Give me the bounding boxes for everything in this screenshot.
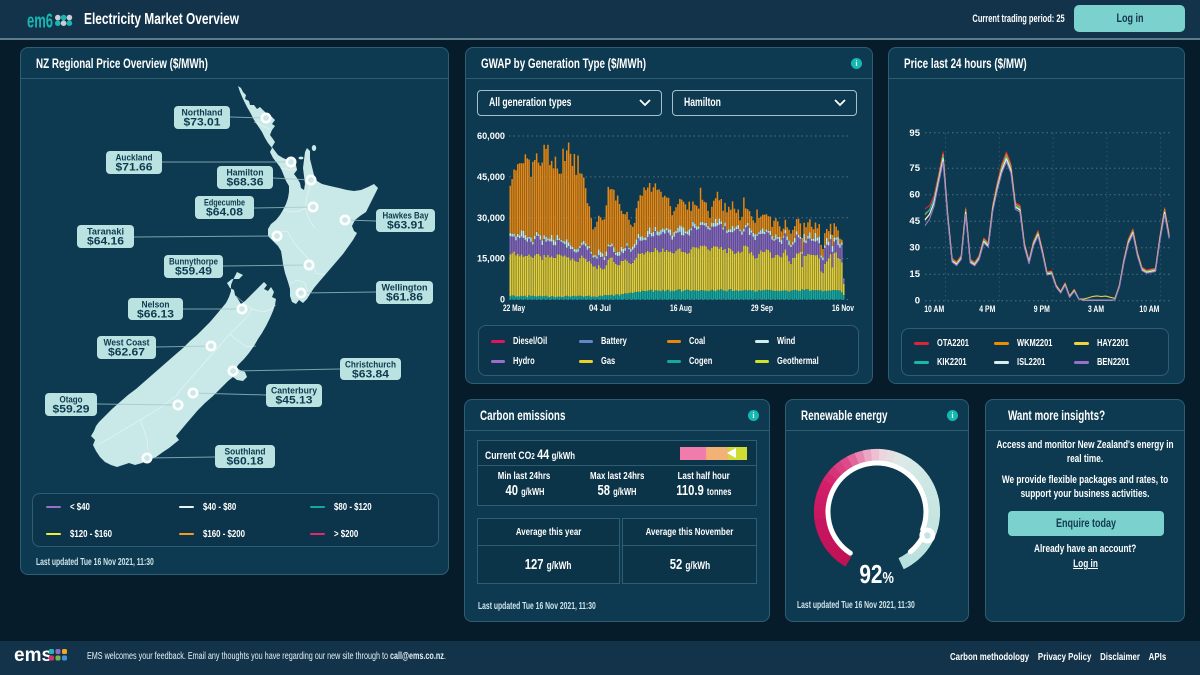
svg-text:$59.29: $59.29 xyxy=(53,404,90,416)
svg-text:9 PM: 9 PM xyxy=(1034,304,1050,315)
svg-text:$62.67: $62.67 xyxy=(108,347,145,359)
svg-text:22 May: 22 May xyxy=(503,303,525,314)
svg-text:29 Sep: 29 Sep xyxy=(751,303,773,314)
svg-text:30,000: 30,000 xyxy=(477,213,505,224)
svg-text:Wellington: Wellington xyxy=(382,283,428,293)
svg-text:Auckland: Auckland xyxy=(116,153,153,163)
svg-text:Taranaki: Taranaki xyxy=(87,227,124,237)
svg-text:$45.13: $45.13 xyxy=(276,395,313,407)
svg-text:4 PM: 4 PM xyxy=(979,304,995,315)
svg-text:60: 60 xyxy=(909,190,920,201)
svg-text:Hamilton: Hamilton xyxy=(227,168,264,178)
svg-text:$64.08: $64.08 xyxy=(206,207,243,219)
svg-text:Edgecumbe: Edgecumbe xyxy=(204,198,245,208)
svg-text:$59.49: $59.49 xyxy=(175,266,212,278)
svg-text:45: 45 xyxy=(909,216,920,227)
svg-text:Nelson: Nelson xyxy=(142,300,170,310)
svg-text:Canterbury: Canterbury xyxy=(271,386,317,396)
svg-text:3 AM: 3 AM xyxy=(1088,304,1104,315)
svg-text:Otago: Otago xyxy=(60,395,83,405)
svg-text:0: 0 xyxy=(500,295,505,306)
svg-text:$63.91: $63.91 xyxy=(387,220,424,232)
svg-text:60,000: 60,000 xyxy=(477,131,505,142)
svg-text:16 Aug: 16 Aug xyxy=(670,303,692,314)
svg-text:16 Nov: 16 Nov xyxy=(832,303,855,314)
svg-text:15,000: 15,000 xyxy=(477,254,505,265)
svg-text:$73.01: $73.01 xyxy=(184,117,221,129)
svg-text:$61.86: $61.86 xyxy=(386,292,423,304)
svg-text:04 Jul: 04 Jul xyxy=(589,303,611,314)
svg-text:$71.66: $71.66 xyxy=(116,162,153,174)
svg-text:45,000: 45,000 xyxy=(477,172,505,183)
svg-text:Bunnythorpe: Bunnythorpe xyxy=(169,257,218,267)
svg-text:Christchurch: Christchurch xyxy=(345,360,396,370)
svg-text:15: 15 xyxy=(909,269,920,280)
svg-text:10 AM: 10 AM xyxy=(924,304,944,315)
svg-text:Southland: Southland xyxy=(225,447,266,457)
svg-text:West Coast: West Coast xyxy=(104,338,150,348)
svg-text:em6: em6 xyxy=(27,10,53,33)
svg-text:0: 0 xyxy=(915,296,920,307)
svg-text:75: 75 xyxy=(909,163,920,174)
svg-text:$63.84: $63.84 xyxy=(352,369,390,381)
svg-text:95: 95 xyxy=(909,128,920,139)
svg-text:Northland: Northland xyxy=(182,108,223,118)
svg-text:30: 30 xyxy=(909,243,920,254)
svg-text:$68.36: $68.36 xyxy=(227,177,264,189)
svg-text:Hawkes Bay: Hawkes Bay xyxy=(383,211,429,221)
svg-text:$64.16: $64.16 xyxy=(87,236,124,248)
svg-text:10 AM: 10 AM xyxy=(1139,304,1159,315)
svg-text:$60.18: $60.18 xyxy=(227,456,264,468)
svg-text:$66.13: $66.13 xyxy=(137,309,174,321)
